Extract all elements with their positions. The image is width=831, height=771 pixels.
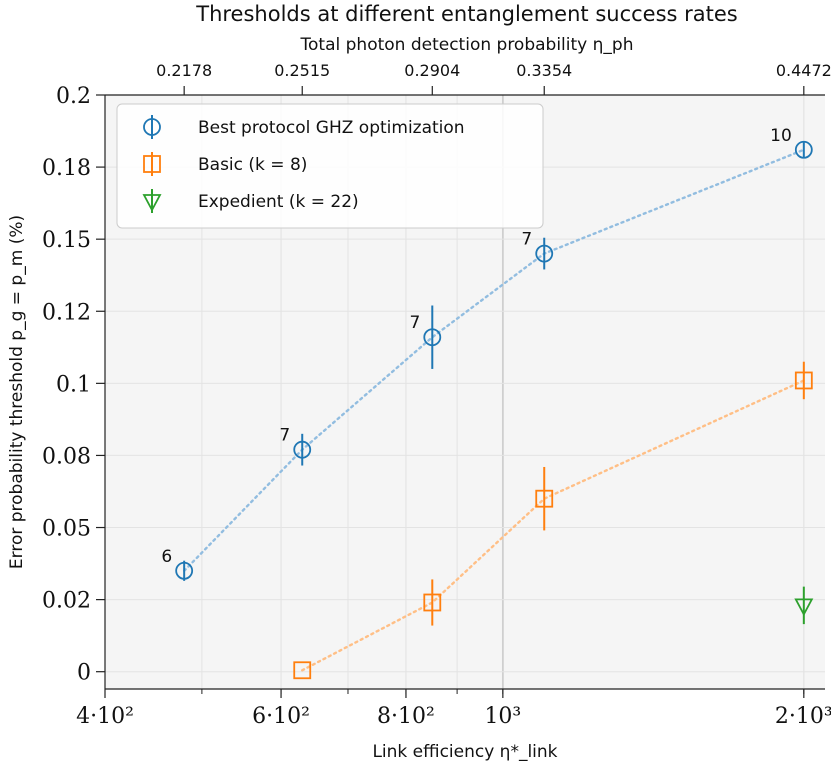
chart-title: Thresholds at different entanglement suc… <box>195 2 738 26</box>
top-axis-tick-label: 0.2904 <box>404 61 460 80</box>
data-point-circle <box>535 244 554 263</box>
top-axis-tick-label: 0.3354 <box>516 61 572 80</box>
point-label: 10 <box>770 126 792 146</box>
y-tick-label: 0.1 <box>56 372 91 397</box>
x-tick-label: 4·10² <box>76 704 134 729</box>
x-axis-title: Link efficiency η*_link <box>372 742 557 762</box>
legend-label: Expedient (k = 22) <box>198 192 359 212</box>
legend-marker-circle <box>143 118 161 136</box>
x-tick-label: 8·10² <box>377 704 435 729</box>
y-tick-label: 0.2 <box>56 84 91 109</box>
x-tick-label: 2·10³ <box>775 704 831 729</box>
legend-label: Basic (k = 8) <box>198 155 307 175</box>
top-axis-tick-label: 0.2515 <box>274 61 330 80</box>
legend-marker-square <box>143 155 161 173</box>
x-tick-label: 10³ <box>484 704 521 729</box>
data-point-square <box>293 661 312 680</box>
data-point-square <box>423 593 442 612</box>
point-label: 7 <box>409 313 420 333</box>
top-axis-ticks: 0.2178 0.2515 0.2904 0.3354 0.4472 <box>156 61 831 95</box>
y-tick-label: 0 <box>77 661 91 686</box>
point-label: 7 <box>279 426 290 446</box>
data-point-circle <box>293 440 312 459</box>
legend: Best protocol GHZ optimization Basic (k =… <box>116 103 544 229</box>
y-axis-title: Error probability threshold p_g = p_m (%… <box>7 215 27 569</box>
y-axis-ticks: 0 0.02 0.05 0.08 0.1 0.12 0.15 0.18 0.2 <box>42 84 105 686</box>
point-label: 7 <box>521 230 532 250</box>
x-tick-label: 6·10² <box>252 704 310 729</box>
y-tick-label: 0.15 <box>42 228 91 253</box>
series-line-square <box>301 379 805 672</box>
data-point-circle <box>794 140 813 159</box>
top-axis-tick-label: 0.4472 <box>776 61 831 80</box>
top-axis-title: Total photon detection probability η_ph <box>300 35 634 55</box>
data-point-square <box>794 371 813 390</box>
point-label: 6 <box>161 547 172 567</box>
y-tick-label: 0.05 <box>42 517 91 542</box>
data-point-square <box>535 489 554 508</box>
legend-marker-triangle-down <box>142 194 162 212</box>
y-tick-label: 0.08 <box>42 444 91 469</box>
y-tick-label: 0.18 <box>42 156 91 181</box>
legend-label: Best protocol GHZ optimization <box>198 118 465 138</box>
data-point-triangle-down <box>794 598 814 617</box>
data-point-circle <box>175 561 194 580</box>
top-axis-tick-label: 0.2178 <box>156 61 212 80</box>
data-marks <box>175 140 814 680</box>
data-point-circle <box>423 328 442 347</box>
y-tick-label: 0.02 <box>42 589 91 614</box>
x-axis-ticks: 4·10² 6·10² 8·10² 10³ 2·10³ <box>76 689 831 729</box>
point-annotations: 6 7 7 7 10 <box>161 126 791 567</box>
y-tick-label: 0.12 <box>42 300 91 325</box>
legend-box <box>116 103 544 229</box>
